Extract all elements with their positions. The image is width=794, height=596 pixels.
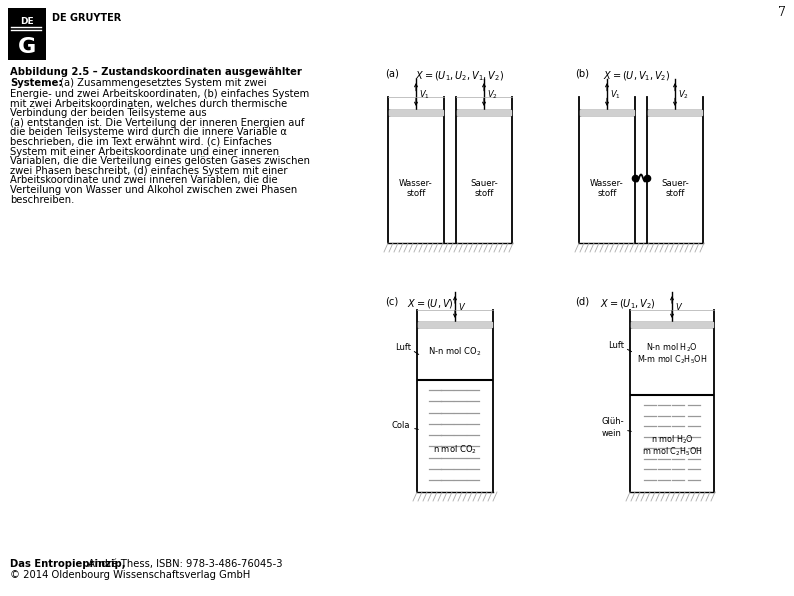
Text: (a): (a) (385, 69, 399, 79)
Text: $V_2$: $V_2$ (487, 88, 498, 101)
Text: 7: 7 (778, 5, 786, 18)
Text: Abbildung 2.5 – Zustandskoordinaten ausgewählter: Abbildung 2.5 – Zustandskoordinaten ausg… (10, 67, 302, 77)
Text: $X = (U_1, U_2, V_1, V_2)$: $X = (U_1, U_2, V_1, V_2)$ (415, 69, 504, 83)
Text: G: G (18, 37, 36, 57)
Text: $V_2$: $V_2$ (678, 88, 689, 101)
Text: Variablen, die die Verteilung eines gelösten Gases zwischen: Variablen, die die Verteilung eines gelö… (10, 156, 310, 166)
Text: $V_1$: $V_1$ (610, 88, 621, 101)
Text: Glüh-: Glüh- (602, 418, 625, 427)
Text: $V_1$: $V_1$ (419, 88, 430, 101)
Text: Sauer-: Sauer- (661, 178, 689, 188)
Text: beschrieben, die im Text erwähnt wird. (c) Einfaches: beschrieben, die im Text erwähnt wird. (… (10, 137, 272, 147)
Text: System mit einer Arbeitskoordinate und einer inneren: System mit einer Arbeitskoordinate und e… (10, 147, 279, 157)
Text: N-n mol CO$_2$: N-n mol CO$_2$ (429, 346, 482, 358)
Text: wein: wein (602, 429, 622, 437)
Text: $X = (U, V)$: $X = (U, V)$ (407, 297, 453, 310)
Text: Verteilung von Wasser und Alkohol zwischen zwei Phasen: Verteilung von Wasser und Alkohol zwisch… (10, 185, 297, 195)
Text: (a) Zusammengesetztes System mit zwei: (a) Zusammengesetztes System mit zwei (57, 78, 267, 88)
Text: $X = (U_1, V_2)$: $X = (U_1, V_2)$ (600, 297, 656, 311)
Text: DE: DE (20, 17, 34, 26)
Text: m mol C$_2$H$_5$OH: m mol C$_2$H$_5$OH (642, 446, 703, 458)
Text: stoff: stoff (597, 188, 617, 197)
Text: (a) entstanden ist. Die Verteilung der inneren Energien auf: (a) entstanden ist. Die Verteilung der i… (10, 118, 304, 128)
Text: mit zwei Arbeitskoordinaten, welches durch thermische: mit zwei Arbeitskoordinaten, welches dur… (10, 98, 287, 108)
Text: Wasser-: Wasser- (590, 178, 624, 188)
Bar (8, 8, 46, 60)
Text: Energie- und zwei Arbeitskoordinaten, (b) einfaches System: Energie- und zwei Arbeitskoordinaten, (b… (10, 89, 309, 99)
Text: DE GRUYTER: DE GRUYTER (52, 13, 121, 23)
Text: M-m mol C$_2$H$_5$OH: M-m mol C$_2$H$_5$OH (637, 354, 707, 367)
Text: (b): (b) (575, 69, 589, 79)
Text: Verbindung der beiden Teilsysteme aus: Verbindung der beiden Teilsysteme aus (10, 108, 206, 118)
Text: Das Entropieprinzip,: Das Entropieprinzip, (10, 559, 125, 569)
Text: die beiden Teilsysteme wird durch die innere Variable α: die beiden Teilsysteme wird durch die in… (10, 128, 287, 138)
Text: $X = (U, V_1, V_2)$: $X = (U, V_1, V_2)$ (603, 69, 671, 83)
Text: Wasser-: Wasser- (399, 178, 433, 188)
Text: (c): (c) (385, 297, 399, 307)
Text: Systeme:: Systeme: (10, 78, 63, 88)
Text: Luft: Luft (608, 340, 624, 349)
Text: zwei Phasen beschreibt, (d) einfaches System mit einer: zwei Phasen beschreibt, (d) einfaches Sy… (10, 166, 287, 176)
Text: © 2014 Oldenbourg Wissenschaftsverlag GmbH: © 2014 Oldenbourg Wissenschaftsverlag Gm… (10, 570, 250, 580)
Text: (d): (d) (575, 297, 589, 307)
Text: Cola: Cola (391, 421, 410, 430)
Text: stoff: stoff (474, 188, 494, 197)
Text: Arbeitskoordinate und zwei inneren Variablen, die die: Arbeitskoordinate und zwei inneren Varia… (10, 175, 278, 185)
Text: $V$: $V$ (675, 302, 683, 312)
Text: Sauer-: Sauer- (470, 178, 498, 188)
Text: $V$: $V$ (458, 302, 466, 312)
Text: stoff: stoff (407, 188, 426, 197)
Text: N-n mol H$_2$O: N-n mol H$_2$O (646, 342, 698, 354)
Text: beschreiben.: beschreiben. (10, 195, 75, 204)
Text: stoff: stoff (665, 188, 684, 197)
Text: André Thess, ISBN: 978-3-486-76045-3: André Thess, ISBN: 978-3-486-76045-3 (85, 559, 283, 569)
Text: n mol CO$_2$: n mol CO$_2$ (433, 444, 477, 457)
Text: n mol H$_2$O: n mol H$_2$O (650, 434, 693, 446)
Text: Luft: Luft (395, 343, 411, 352)
